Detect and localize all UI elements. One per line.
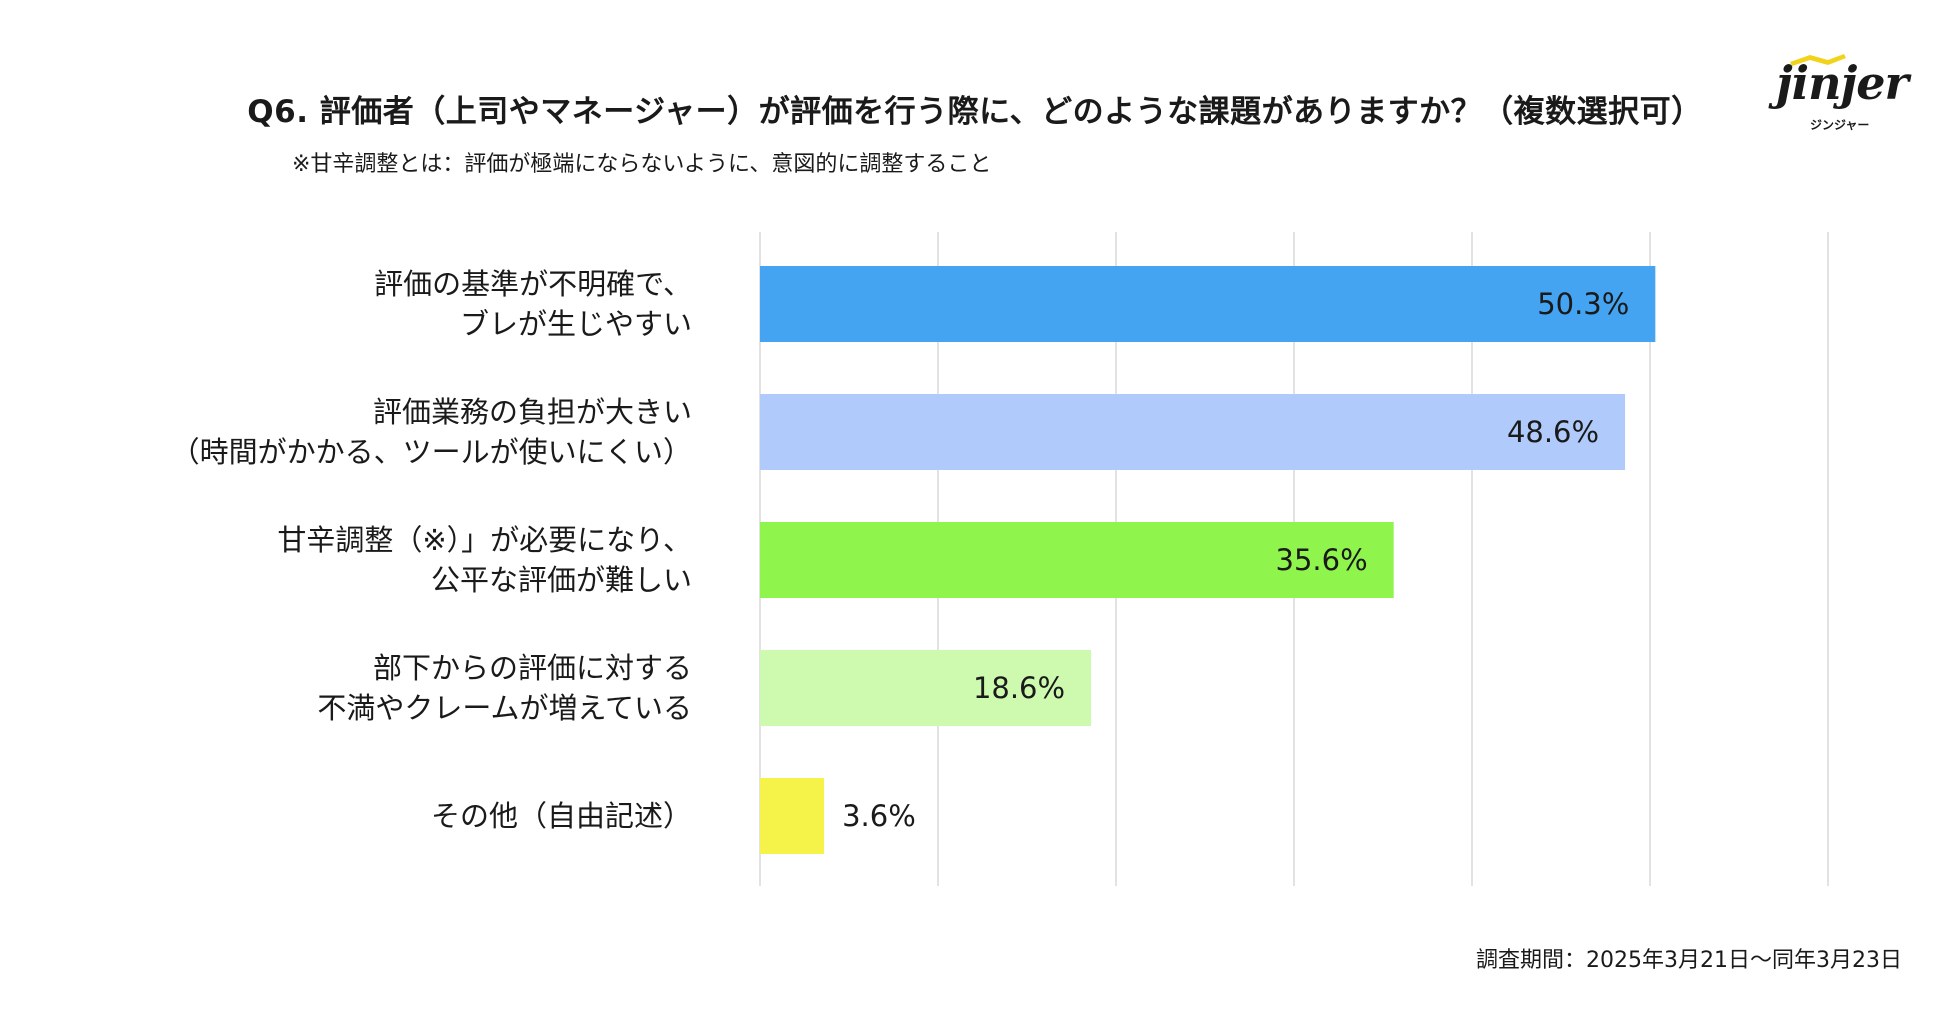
- category-label: 評価の基準が不明確で、: [374, 267, 692, 301]
- chart-title: Q6. 評価者（上司やマネージャー）が評価を行う際に、どのような課題がありますか…: [247, 94, 1703, 130]
- logo-text: jinjer: [1776, 56, 1909, 110]
- category-label: 部下からの評価に対する: [373, 651, 692, 685]
- bar: [760, 394, 1626, 470]
- value-label: 50.3%: [1537, 287, 1629, 321]
- category-label: 公平な評価が難しい: [431, 563, 692, 597]
- survey-period: 調査期間：2025年3月21日〜同年3月23日: [1476, 948, 1902, 973]
- jinjer-logo: jinjer ジンジャー: [1770, 52, 1910, 138]
- bar: [760, 522, 1394, 598]
- value-label: 18.6%: [973, 671, 1065, 705]
- category-label: （時間がかかる、ツールが使いにくい）: [171, 435, 692, 469]
- bar: [760, 266, 1656, 342]
- category-label: 不満やクレームが増えている: [317, 691, 692, 725]
- category-label: ブレが生じやすい: [460, 307, 692, 341]
- bar: [760, 650, 1092, 726]
- logo-hat-icon: [1790, 54, 1846, 66]
- category-label: 評価業務の負担が大きい: [373, 395, 692, 429]
- category-label: その他（自由記述）: [431, 799, 692, 833]
- chart-subtitle: ※甘辛調整とは：評価が極端にならないように、意図的に調整すること: [292, 152, 992, 177]
- value-label: 35.6%: [1276, 543, 1368, 577]
- bar: [760, 778, 825, 854]
- logo-subtext: ジンジャー: [1810, 118, 1870, 132]
- category-label: 甘辛調整（※）」が必要になり、: [277, 523, 692, 557]
- value-label: 3.6%: [842, 799, 916, 833]
- value-label: 48.6%: [1507, 415, 1599, 449]
